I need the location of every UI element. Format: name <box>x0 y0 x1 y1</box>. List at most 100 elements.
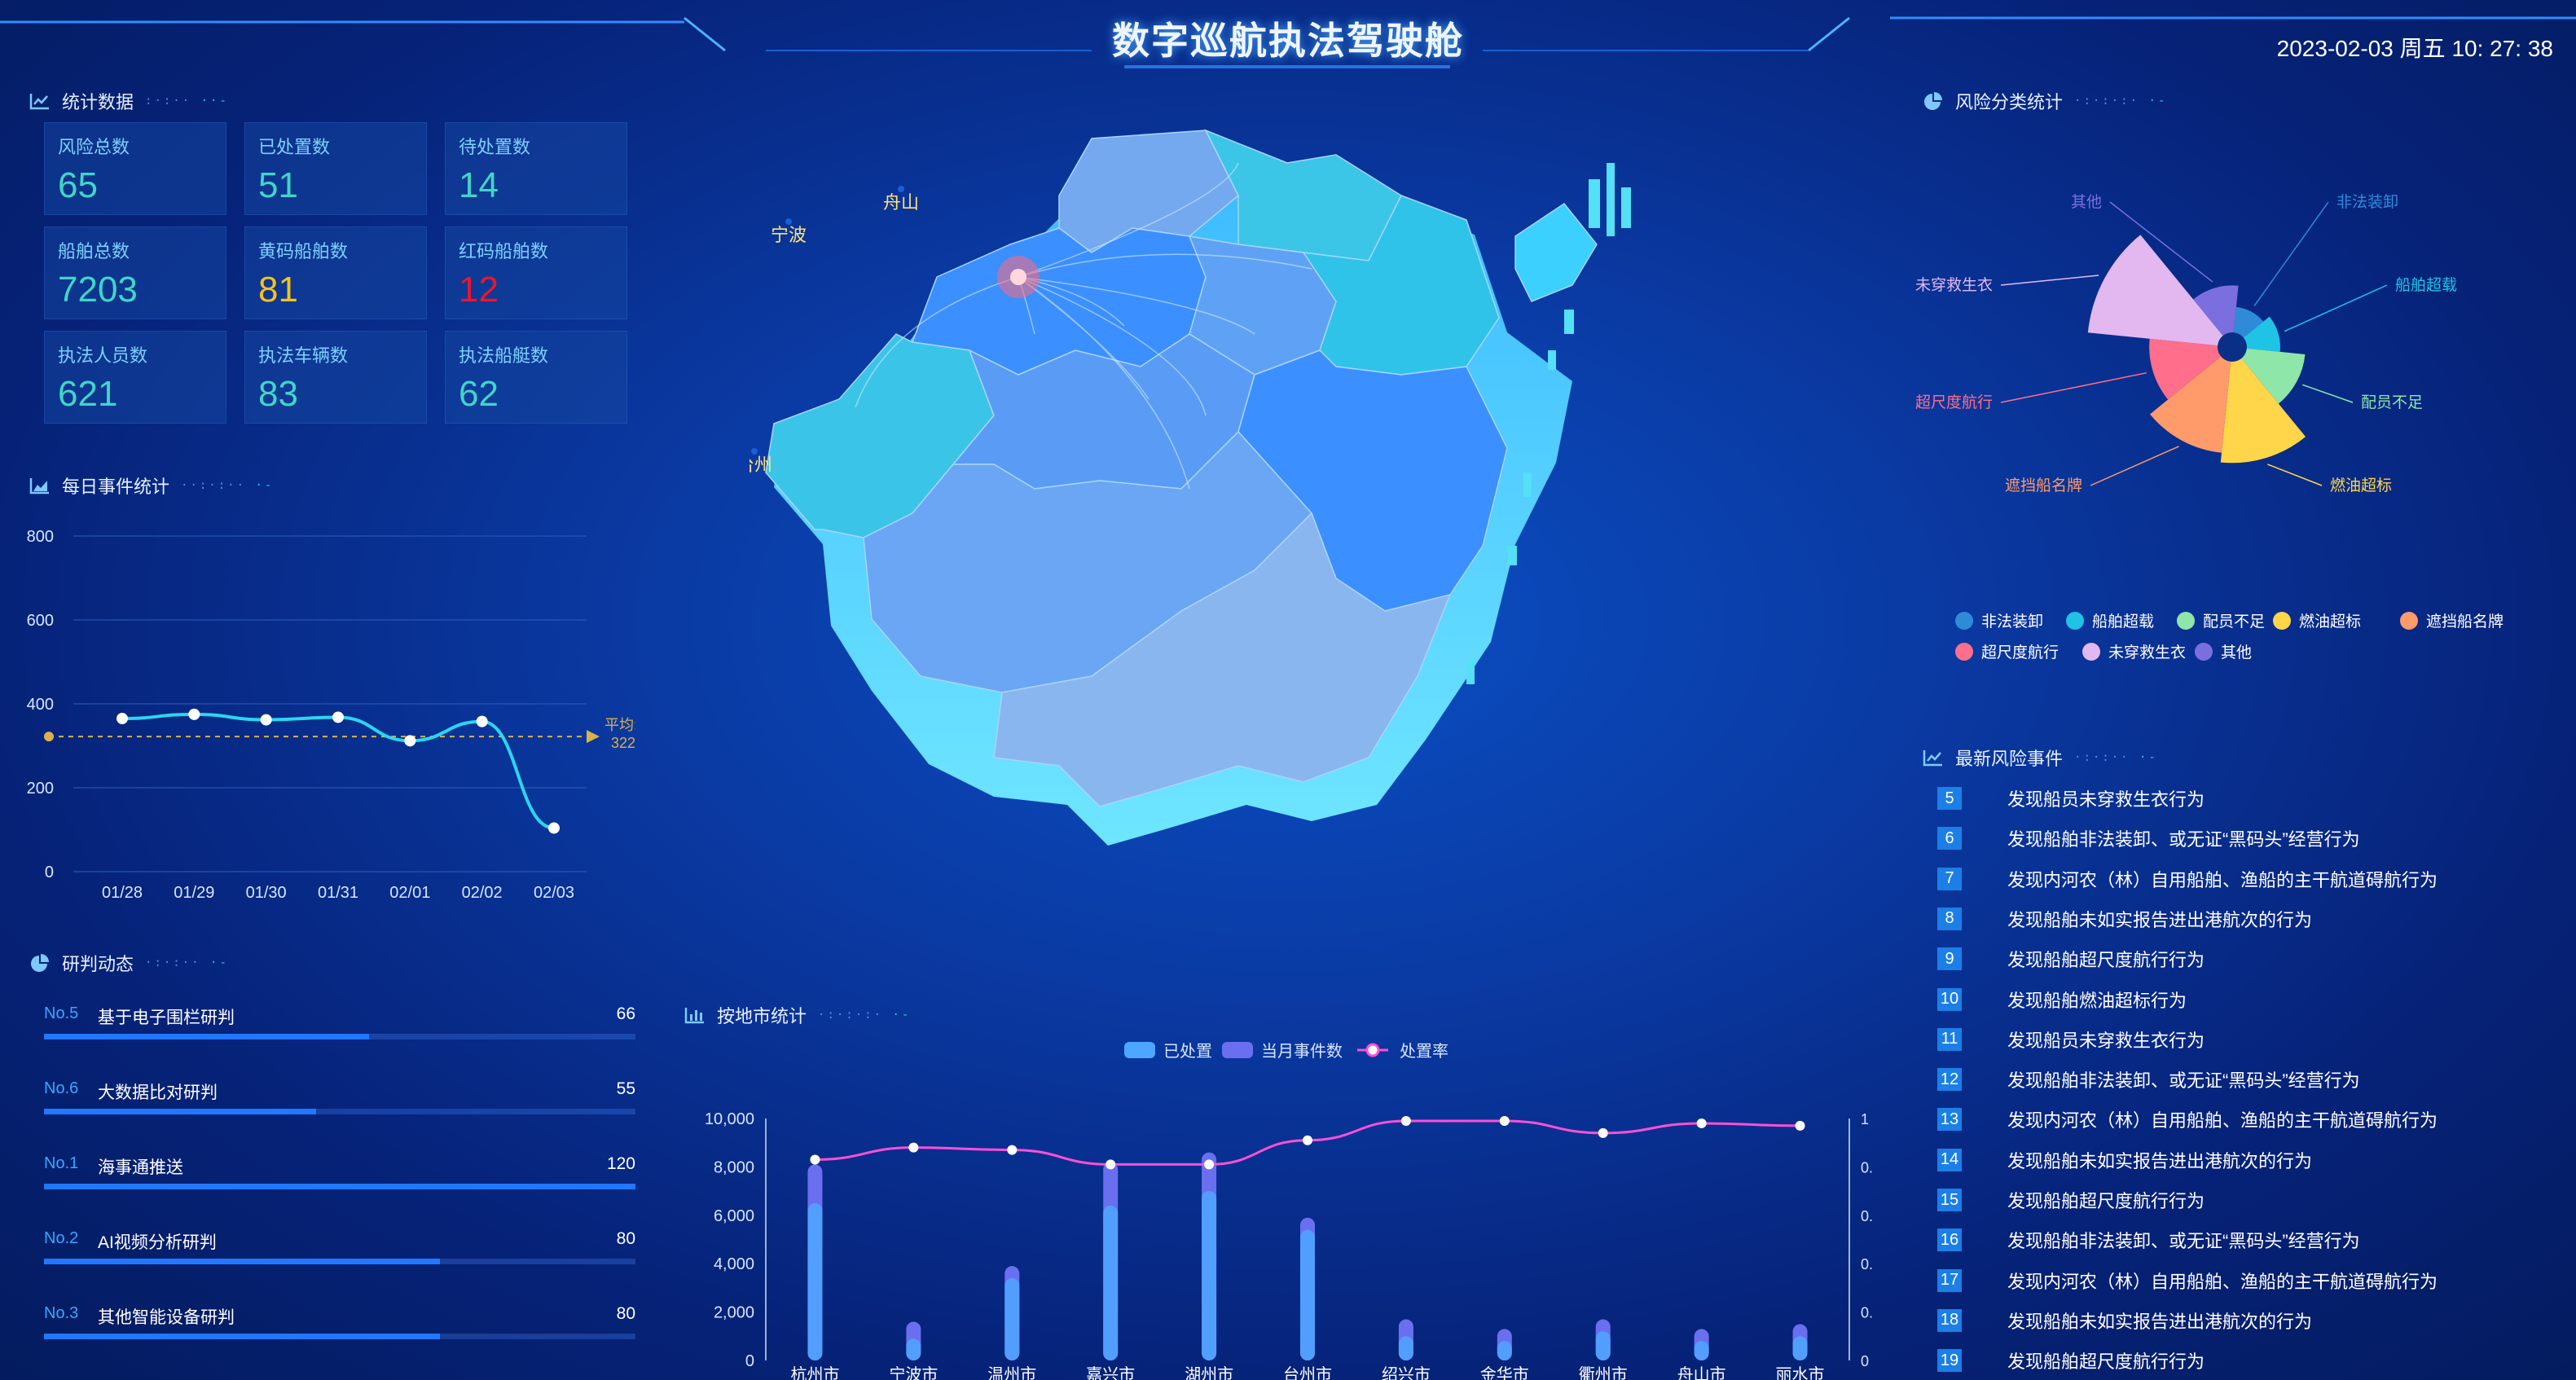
legend-label: 其他 <box>2221 644 2253 661</box>
y-tick-label: 0 <box>745 1352 754 1370</box>
bar-handled[interactable] <box>1792 1336 1808 1360</box>
rate-data-point[interactable] <box>1499 1115 1510 1126</box>
research-item[interactable]: No.5 基于电子围栏研判 66 <box>44 998 635 1071</box>
y-tick-label: 400 <box>27 696 54 714</box>
legend-swatch <box>1955 611 1973 630</box>
legend-label[interactable]: 已处置 <box>1163 1042 1212 1061</box>
bar-handled[interactable] <box>906 1338 921 1360</box>
event-item[interactable]: 7 发现内河农（林）自用船舶、渔船的主干航道碍航行为 <box>1937 863 2438 895</box>
research-item[interactable]: No.6 大数据比对研判 55 <box>44 1073 635 1146</box>
rate-data-point[interactable] <box>1400 1115 1411 1126</box>
event-item[interactable]: 19 发现船舶超尺度航行行为 <box>1937 1344 2205 1377</box>
rate-data-point[interactable] <box>1303 1135 1312 1145</box>
y2-tick-label: 0 <box>1861 1353 1869 1369</box>
city-label[interactable]: 台州 <box>750 455 772 475</box>
legend-item[interactable]: 其他 <box>2195 640 2252 662</box>
title-dots-decoration: :·:·· ··- <box>145 94 229 108</box>
rate-data-point[interactable] <box>908 1142 919 1153</box>
region-zhoushan[interactable] <box>1514 202 1598 302</box>
research-name: 海事通推送 <box>98 1158 183 1177</box>
legend-item[interactable]: 船舶超载 <box>2066 609 2154 631</box>
bar-handled[interactable] <box>1694 1341 1709 1360</box>
event-item[interactable]: 10 发现船舶燃油超标行为 <box>1937 983 2187 1016</box>
average-line-arrow <box>587 730 600 744</box>
event-item[interactable]: 17 发现内河农（林）自用船舶、渔船的主干航道碍航行为 <box>1937 1264 2438 1297</box>
research-name: 大数据比对研判 <box>98 1083 218 1102</box>
city-label[interactable]: 舟山 <box>883 192 919 213</box>
event-index-badge: 12 <box>1937 1068 1962 1092</box>
city-label[interactable]: 宁波 <box>771 225 807 245</box>
event-item[interactable]: 6 发现船舶非法装卸、或无证“黑码头”经营行为 <box>1937 822 2360 855</box>
event-item[interactable]: 11 发现船员未穿救生衣行为 <box>1937 1023 2205 1056</box>
legend-item[interactable]: 非法装卸 <box>1955 609 2043 631</box>
legend-label: 配员不足 <box>2203 613 2266 631</box>
event-index-badge: 19 <box>1937 1349 1962 1373</box>
rose-slice[interactable] <box>2087 235 2232 347</box>
city-marker <box>785 218 792 225</box>
event-item[interactable]: 18 发现船舶未如实报告进出港航次的行为 <box>1937 1304 2312 1337</box>
region-wenzhou[interactable] <box>993 512 1452 807</box>
x-tick-label: 01/28 <box>102 884 143 902</box>
bar-handled[interactable] <box>1004 1278 1020 1360</box>
research-name: 基于电子围栏研判 <box>98 1009 235 1027</box>
stat-label: 执法车辆数 <box>258 345 349 366</box>
daily-data-point[interactable] <box>476 715 488 727</box>
event-item[interactable]: 9 发现船舶超尺度航行行为 <box>1937 943 2205 975</box>
daily-data-point[interactable] <box>260 714 272 726</box>
y-tick-label: 800 <box>27 528 54 546</box>
y-tick-label: 600 <box>27 612 54 630</box>
region-lishui[interactable] <box>863 430 1313 693</box>
hangzhou-core <box>1010 269 1026 285</box>
rate-data-point[interactable] <box>810 1154 820 1165</box>
slice-label: 遮挡船名牌 <box>2005 477 2082 494</box>
daily-data-point[interactable] <box>548 822 560 834</box>
event-item[interactable]: 13 发现内河农（林）自用船舶、渔船的主干航道碍航行为 <box>1937 1103 2438 1136</box>
bar-handled[interactable] <box>1497 1341 1512 1360</box>
daily-data-point[interactable] <box>332 711 344 723</box>
stat-label: 执法船艇数 <box>459 345 549 366</box>
event-item[interactable]: 14 发现船舶未如实报告进出港航次的行为 <box>1937 1144 2312 1176</box>
event-item[interactable]: 15 发现船舶超尺度航行行为 <box>1937 1184 2205 1216</box>
bar-handled[interactable] <box>1202 1191 1217 1360</box>
bar-handled[interactable] <box>1398 1336 1413 1360</box>
bar-handled[interactable] <box>1595 1331 1611 1360</box>
events-panel-title: 最新风险事件 ·:·:·· ·- <box>1923 745 2158 771</box>
legend-label: 超尺度航行 <box>1981 644 2059 661</box>
legend-swatch <box>2195 642 2213 661</box>
rose-slice[interactable] <box>2150 347 2232 453</box>
rate-data-point[interactable] <box>1795 1120 1805 1131</box>
event-item[interactable]: 5 发现船员未穿救生衣行为 <box>1937 782 2205 815</box>
daily-data-point[interactable] <box>116 713 128 725</box>
legend-label[interactable]: 当月事件数 <box>1261 1042 1343 1061</box>
event-item[interactable]: 16 发现船舶非法装卸、或无证“黑码头”经营行为 <box>1937 1224 2360 1256</box>
legend-item[interactable]: 燃油超标 <box>2273 609 2361 631</box>
legend-item[interactable]: 未穿救生衣 <box>2082 640 2186 662</box>
event-item[interactable]: 8 发现船舶未如实报告进出港航次的行为 <box>1937 903 2312 935</box>
rose-slice[interactable] <box>2220 347 2306 464</box>
research-item[interactable]: No.1 海事通推送 120 <box>44 1148 635 1221</box>
rate-data-point[interactable] <box>1696 1118 1707 1128</box>
bar-handled[interactable] <box>1300 1229 1315 1360</box>
research-item[interactable]: No.3 其他智能设备研判 80 <box>44 1298 635 1371</box>
bar-handled[interactable] <box>807 1202 823 1360</box>
stat-label: 船舶总数 <box>58 241 130 261</box>
bar-handled[interactable] <box>1103 1205 1119 1360</box>
rose-slice[interactable] <box>2149 338 2232 400</box>
legend-item[interactable]: 超尺度航行 <box>1955 640 2059 662</box>
research-item[interactable]: No.2 AI视频分析研判 80 <box>44 1223 635 1296</box>
rate-data-point[interactable] <box>1598 1127 1608 1138</box>
legend-item[interactable]: 遮挡船名牌 <box>2400 609 2503 631</box>
rose-slice[interactable] <box>2193 285 2239 347</box>
rate-data-point[interactable] <box>1204 1159 1215 1170</box>
legend-item[interactable]: 配员不足 <box>2177 609 2265 631</box>
rate-data-point[interactable] <box>1106 1159 1116 1170</box>
legend-swatch <box>1365 1043 1380 1057</box>
daily-data-point[interactable] <box>404 735 416 747</box>
event-index-badge: 15 <box>1937 1189 1962 1211</box>
legend-label[interactable]: 处置率 <box>1400 1042 1448 1061</box>
event-item[interactable]: 12 发现船舶非法装卸、或无证“黑码头”经营行为 <box>1937 1063 2360 1096</box>
daily-data-point[interactable] <box>188 708 200 720</box>
rose-slice[interactable] <box>2232 347 2306 404</box>
rate-data-point[interactable] <box>1007 1145 1018 1155</box>
event-text: 发现船舶燃油超标行为 <box>2007 990 2187 1011</box>
